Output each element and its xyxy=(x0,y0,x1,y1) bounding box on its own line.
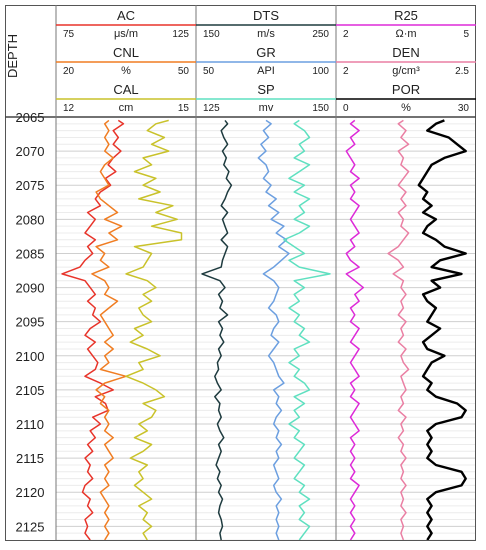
curve-unit-label: Ω·m xyxy=(395,28,416,40)
curve-min-label: 2 xyxy=(343,29,349,40)
depth-tick-label: 2095 xyxy=(16,315,45,330)
curve-min-label: 12 xyxy=(63,103,75,114)
depth-tick-label: 2090 xyxy=(16,281,45,296)
curve-name-label: R25 xyxy=(394,8,418,23)
curve-min-label: 0 xyxy=(343,103,349,114)
curve-unit-label: mv xyxy=(259,102,274,114)
depth-tick-label: 2105 xyxy=(16,383,45,398)
outer-frame xyxy=(5,5,476,541)
depth-tick-label: 2080 xyxy=(16,212,45,227)
curve-unit-label: % xyxy=(121,65,131,77)
curve-name-label: AC xyxy=(117,8,135,23)
curve-min-label: 125 xyxy=(203,103,220,114)
curve-name-label: DEN xyxy=(392,45,419,60)
curve-r25 xyxy=(345,119,365,541)
curve-max-label: 2.5 xyxy=(455,66,469,77)
curve-unit-label: cm xyxy=(119,102,134,114)
curve-ac xyxy=(61,119,125,541)
curve-unit-label: API xyxy=(257,65,275,77)
curve-name-label: CNL xyxy=(113,45,139,60)
curve-max-label: 100 xyxy=(312,66,329,77)
curve-name-label: GR xyxy=(256,45,276,60)
curve-min-label: 20 xyxy=(63,66,75,77)
curve-max-label: 250 xyxy=(312,29,329,40)
depth-axis-label: DEPTH xyxy=(5,34,20,78)
curve-name-label: CAL xyxy=(113,82,138,97)
curve-max-label: 150 xyxy=(312,103,329,114)
curve-min-label: 75 xyxy=(63,29,75,40)
curve-max-label: 5 xyxy=(463,29,469,40)
curve-unit-label: m/s xyxy=(257,28,275,40)
curve-max-label: 30 xyxy=(458,103,470,114)
depth-tick-label: 2125 xyxy=(16,519,45,534)
curve-min-label: 2 xyxy=(343,66,349,77)
depth-tick-label: 2100 xyxy=(16,349,45,364)
depth-tick-label: 2065 xyxy=(16,110,45,125)
frame-layer xyxy=(5,5,476,541)
depth-tick-label: 2110 xyxy=(16,417,44,432)
depth-tick-label: 2075 xyxy=(16,178,45,193)
curve-unit-label: g/cm³ xyxy=(392,65,420,77)
curve-dts xyxy=(201,119,233,541)
curve-min-label: 150 xyxy=(203,29,220,40)
curve-max-label: 15 xyxy=(178,103,190,114)
curve-max-label: 125 xyxy=(172,29,189,40)
depth-tick-label: 2115 xyxy=(16,451,44,466)
curve-cnl xyxy=(91,119,127,541)
curve-name-label: POR xyxy=(392,82,420,97)
curve-name-label: DTS xyxy=(253,8,279,23)
curves-layer xyxy=(61,119,467,541)
curve-unit-label: % xyxy=(401,102,411,114)
curve-gr xyxy=(257,119,290,541)
curve-por xyxy=(417,119,467,541)
curve-name-label: SP xyxy=(257,82,274,97)
depth-tick-label: 2120 xyxy=(16,485,45,500)
curve-min-label: 50 xyxy=(203,66,215,77)
depth-axis: DEPTH 2065 2070 2075 2080 2085 2090 2095 2100 21… xyxy=(5,34,44,534)
curve-unit-label: μs/m xyxy=(114,28,138,40)
curve-sp xyxy=(283,119,331,541)
depth-tick-label: 2070 xyxy=(16,144,45,159)
curve-cal xyxy=(125,119,183,541)
depth-tick-label: 2085 xyxy=(16,246,45,261)
curve-den xyxy=(387,119,410,541)
curve-max-label: 50 xyxy=(178,66,190,77)
